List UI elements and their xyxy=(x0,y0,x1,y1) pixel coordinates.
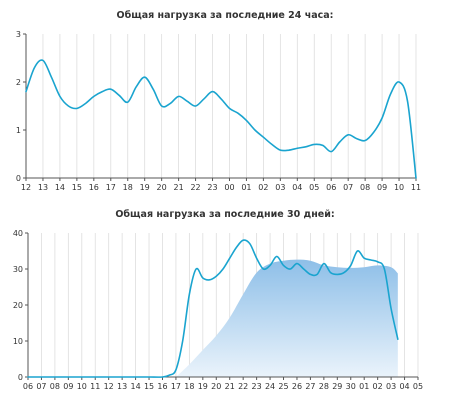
chart-24h-y-ticks: 0 1 2 3 xyxy=(16,30,26,183)
chart-24h-title: Общая нагрузка за последние 24 часа: xyxy=(117,10,334,21)
load-24h-chart: Общая нагрузка за последние 24 часа: 012… xyxy=(16,10,421,192)
chart-30d-x-tick-label: 27 xyxy=(305,382,315,391)
chart-24h-x-tick-label: 08 xyxy=(360,183,370,192)
chart-30d-y-tick-label: 30 xyxy=(13,265,23,274)
chart-30d-title: Общая нагрузка за последние 30 дней: xyxy=(115,209,334,220)
chart-30d-x-tick-label: 30 xyxy=(346,382,356,391)
chart-24h-x-tick-label: 22 xyxy=(190,183,200,192)
chart-30d-x-tick-label: 15 xyxy=(144,382,154,391)
chart-30d-x-tick-label: 13 xyxy=(117,382,127,391)
chart-30d-x-tick-label: 08 xyxy=(50,382,60,391)
chart-24h-grid xyxy=(42,34,417,178)
chart-24h-x-tick-label: 17 xyxy=(106,183,116,192)
chart-24h-x-tick-label: 02 xyxy=(258,183,268,192)
chart-24h-x-tick-label: 15 xyxy=(72,183,82,192)
chart-24h-x-tick-label: 10 xyxy=(394,183,404,192)
chart-24h-x-tick-label: 23 xyxy=(207,183,217,192)
chart-24h-x-tick-label: 21 xyxy=(174,183,184,192)
chart-24h-x-tick-label: 01 xyxy=(241,183,251,192)
chart-30d-x-tick-label: 05 xyxy=(413,382,423,391)
chart-30d-x-tick-label: 12 xyxy=(104,382,114,391)
chart-30d-x-tick-label: 26 xyxy=(292,382,302,391)
chart-30d-x-tick-label: 29 xyxy=(332,382,342,391)
chart-30d-x-tick-label: 17 xyxy=(171,382,181,391)
chart-24h-x-tick-label: 03 xyxy=(275,183,285,192)
chart-30d-x-tick-label: 03 xyxy=(386,382,396,391)
chart-30d-x-tick-label: 19 xyxy=(198,382,208,391)
chart-24h-x-tick-label: 12 xyxy=(21,183,31,192)
chart-30d-x-tick-label: 24 xyxy=(265,382,275,391)
chart-30d-x-tick-label: 18 xyxy=(184,382,194,391)
chart-24h-x-tick-label: 09 xyxy=(377,183,387,192)
chart-30d-x-tick-label: 16 xyxy=(157,382,167,391)
chart-30d-area-series xyxy=(175,259,398,377)
chart-24h-x-tick-label: 19 xyxy=(140,183,150,192)
chart-30d-x-tick-label: 25 xyxy=(278,382,288,391)
chart-30d-y-tick-label: 20 xyxy=(13,301,23,310)
chart-24h-x-ticks: 12 13 14 15 16 17 18 19 20 21 22 23 00 01 02 03 04 05 06 07… xyxy=(21,178,421,192)
chart-30d-y-tick-label: 10 xyxy=(13,337,23,346)
chart-24h-x-tick-label: 18 xyxy=(123,183,133,192)
chart-24h-series xyxy=(25,59,417,179)
chart-30d-area-series xyxy=(175,259,398,377)
chart-30d-series xyxy=(27,239,399,378)
chart-30d-y-tick-label: 40 xyxy=(13,229,23,238)
chart-24h-x-tick-label: 14 xyxy=(55,183,65,192)
chart-30d-x-tick-label: 11 xyxy=(90,382,100,391)
load-30d-chart: Общая нагрузка за последние 30 дней: 010… xyxy=(13,209,423,391)
chart-30d-x-tick-label: 01 xyxy=(359,382,369,391)
chart-30d-x-tick-label: 21 xyxy=(225,382,235,391)
chart-24h-y-tick-label: 3 xyxy=(16,30,21,39)
chart-24h-x-tick-label: 11 xyxy=(411,183,421,192)
chart-30d-line-series xyxy=(27,239,399,378)
chart-24h-y-tick-label: 0 xyxy=(16,174,21,183)
chart-30d-y-ticks: 0 10 20 30 40 xyxy=(13,229,28,382)
chart-30d-x-tick-label: 07 xyxy=(36,382,46,391)
chart-30d-x-tick-label: 28 xyxy=(319,382,329,391)
chart-24h-x-tick-label: 05 xyxy=(309,183,319,192)
chart-24h-x-tick-label: 16 xyxy=(89,183,99,192)
chart-30d-x-tick-label: 23 xyxy=(252,382,262,391)
chart-30d-y-tick-label: 0 xyxy=(18,373,23,382)
chart-30d-x-tick-label: 02 xyxy=(373,382,383,391)
chart-24h-x-tick-label: 07 xyxy=(343,183,353,192)
chart-30d-x-tick-label: 20 xyxy=(211,382,221,391)
chart-30d-x-tick-label: 06 xyxy=(23,382,33,391)
chart-30d-x-tick-label: 10 xyxy=(77,382,87,391)
chart-24h-y-tick-label: 2 xyxy=(16,78,21,87)
chart-24h-x-tick-label: 04 xyxy=(292,183,302,192)
chart-24h-x-tick-label: 00 xyxy=(224,183,234,192)
chart-24h-x-tick-label: 20 xyxy=(157,183,167,192)
chart-30d-x-ticks: 06 07 08 09 10 11 12 13 14 15 16 17 18 19 20 21 22 23 24 25… xyxy=(23,377,423,391)
chart-30d-x-tick-label: 14 xyxy=(130,382,140,391)
chart-30d-x-tick-label: 09 xyxy=(63,382,73,391)
chart-24h-y-tick-label: 1 xyxy=(16,126,21,135)
chart-24h-line-series xyxy=(25,59,417,179)
chart-24h-axes xyxy=(25,34,416,179)
chart-30d-x-tick-label: 04 xyxy=(399,382,409,391)
chart-30d-x-tick-label: 22 xyxy=(238,382,248,391)
chart-24h-x-tick-label: 06 xyxy=(326,183,336,192)
chart-24h-x-tick-label: 13 xyxy=(38,183,48,192)
